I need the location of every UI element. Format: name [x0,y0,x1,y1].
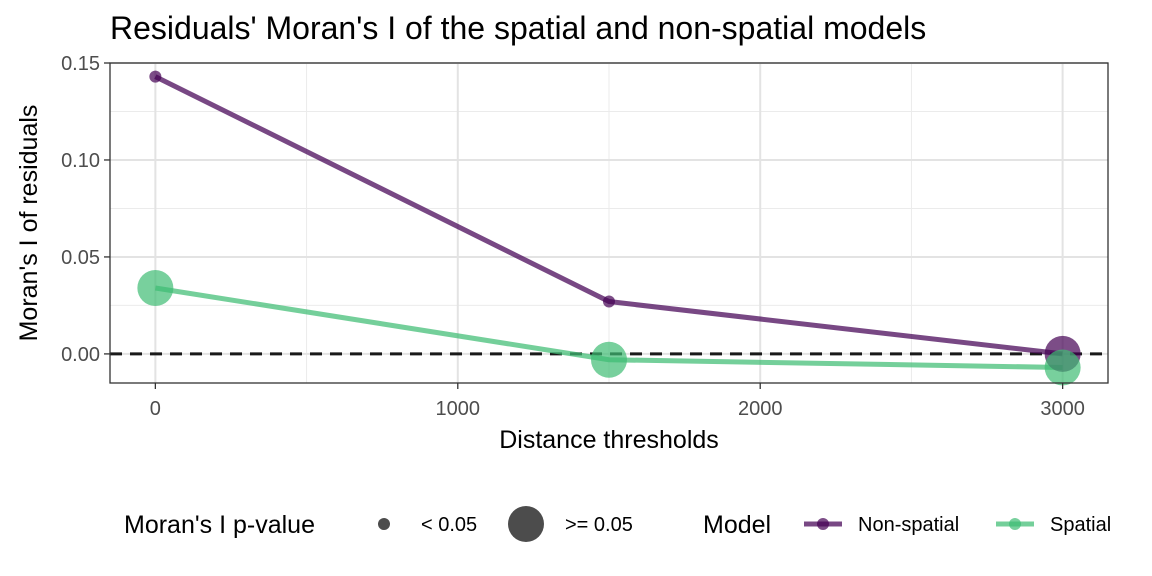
data-point-non-spatial [603,295,615,308]
data-point-spatial [137,269,174,306]
y-tick-label: 0.10 [61,150,100,172]
data-point-non-spatial [149,70,162,83]
axes: 0 1000 2000 3000 0.00 0.05 0.10 0.15 [61,53,1085,420]
legend: Moran's I p-value Model < 0.05 >= 0.05 Non… [124,506,1111,542]
y-tick-label: 0.15 [61,53,100,75]
data-point-spatial [1044,349,1081,386]
legend-size-key [378,518,390,530]
x-tick-label: 1000 [436,398,481,420]
x-tick-label: 2000 [738,398,783,420]
legend-size-label: >= 0.05 [565,514,633,536]
y-axis-title: Moran's I of residuals [15,105,43,342]
legend-size-title: Moran's I p-value [124,511,315,539]
y-tick-label: 0.00 [61,344,100,366]
legend-color-label: Non-spatial [858,514,959,536]
grid [110,62,1108,383]
x-axis-title: Distance thresholds [499,426,719,454]
legend-size-label: < 0.05 [421,514,477,536]
series-layer [137,70,1081,386]
legend-size-key [508,506,544,542]
legend-color-key-point [1009,518,1021,530]
x-tick-label: 3000 [1040,398,1085,420]
panel-border [109,62,1109,384]
y-tick-label: 0.05 [61,247,100,269]
data-point-spatial [591,341,627,378]
x-tick-label: 0 [150,398,161,420]
chart-title: Residuals' Moran's I of the spatial and … [110,10,927,46]
legend-color-title: Model [703,511,771,539]
legend-color-key-point [817,518,829,530]
legend-color-label: Spatial [1050,514,1111,536]
